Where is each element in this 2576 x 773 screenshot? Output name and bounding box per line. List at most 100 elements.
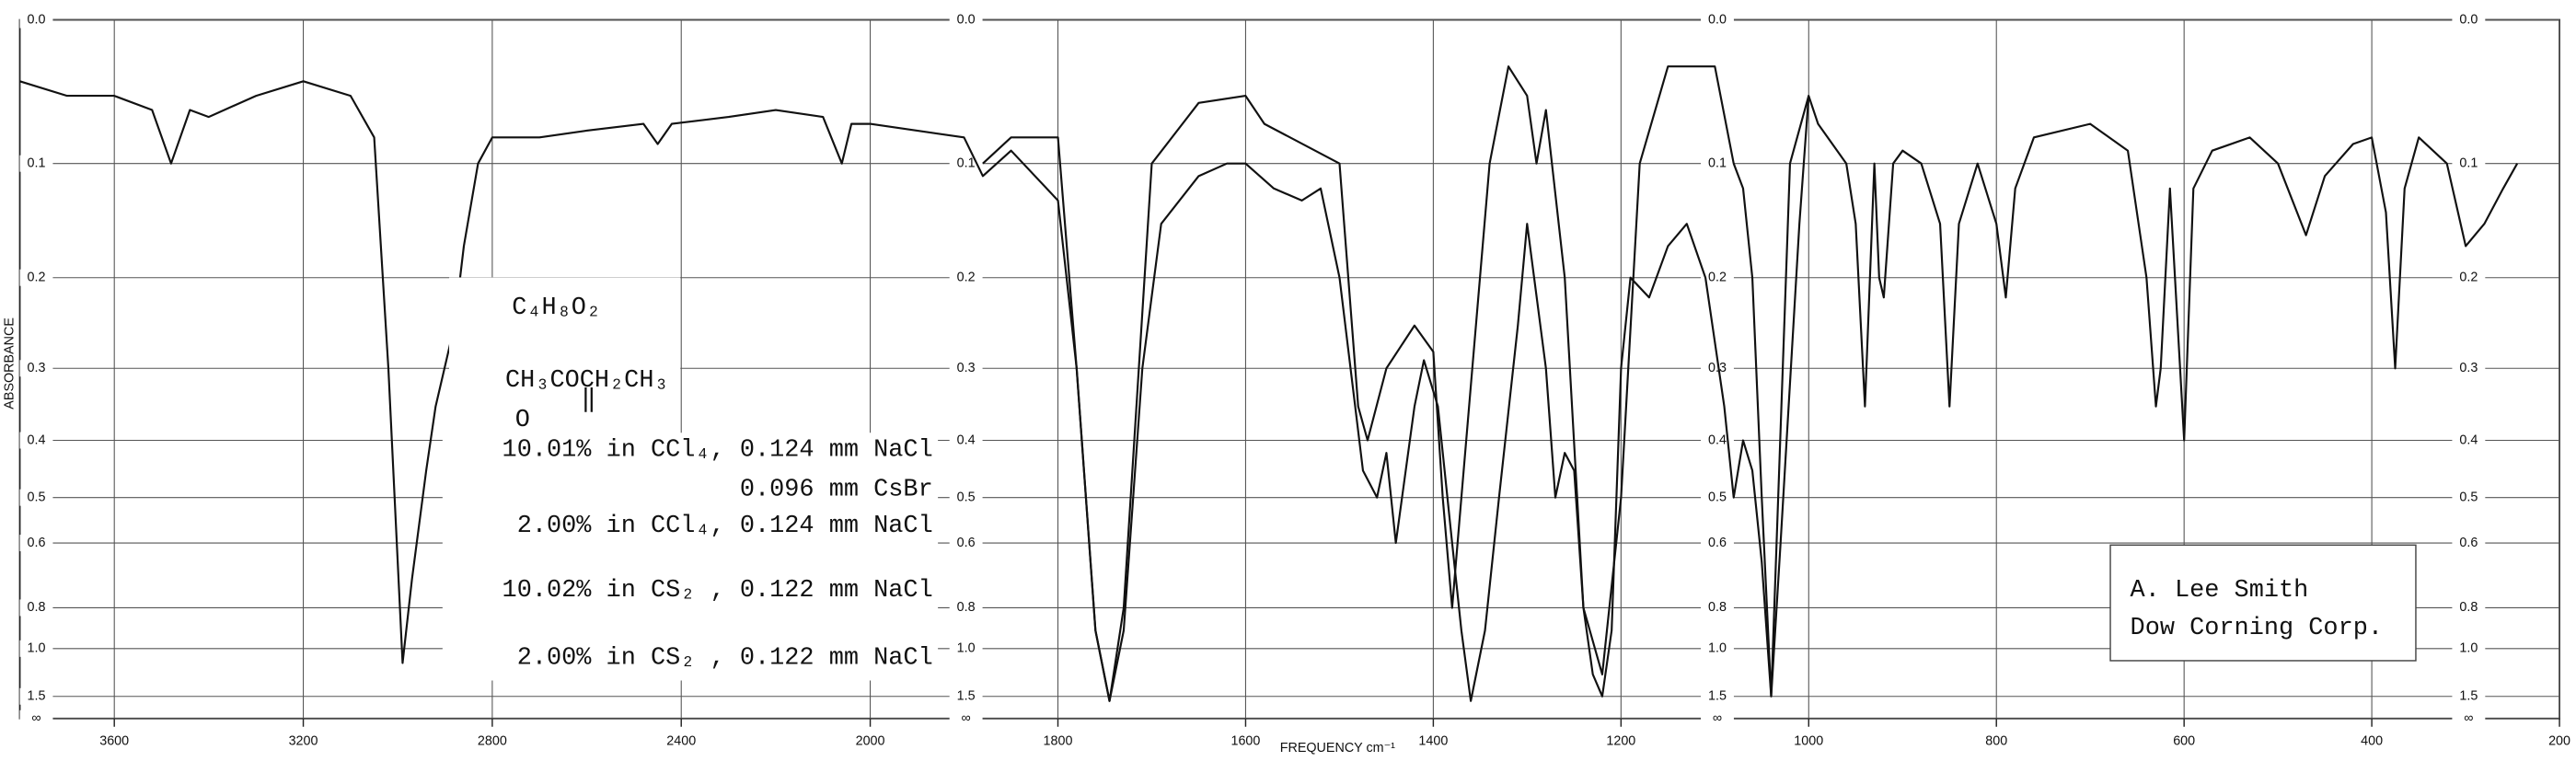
tick-label-bg: [19, 269, 53, 286]
tick-label-bg: [1701, 269, 1734, 286]
y-tick-label: 0.4: [957, 433, 976, 447]
tick-label-bg: [19, 599, 53, 617]
tick-label-bg: [19, 535, 53, 552]
annotations: C₄H₈O₂ CH₃COCH₂CH₃ ‖ O 10.01% in CCl₄, 0…: [442, 277, 2417, 681]
x-tick-label: 1600: [1230, 734, 1260, 749]
y-tick-label: 0.3: [27, 361, 45, 375]
y-tick-label: 1.5: [27, 689, 45, 704]
tick-label-bg: [19, 687, 53, 705]
tick-label-bg: [949, 432, 983, 449]
y-tick-label: 0.0: [1708, 12, 1727, 27]
spectrum-trace: [982, 65, 1810, 702]
traces: [19, 65, 2519, 702]
y-tick-label: 1.0: [957, 641, 976, 656]
tick-label-bg: [949, 710, 983, 727]
y-tick-label: 0.5: [957, 490, 976, 504]
y-tick-label: 0.5: [2459, 490, 2478, 504]
tick-label-bg: [1701, 489, 1734, 506]
tick-label-bg: [949, 535, 983, 552]
y-tick-label: 0.8: [2459, 600, 2478, 615]
tick-label-bg: [19, 155, 53, 172]
y-tick-label: 0.8: [1708, 600, 1727, 615]
x-tick-label: 1400: [1418, 734, 1448, 749]
tick-label-bg: [949, 11, 983, 29]
tick-label-bg: [2452, 640, 2486, 657]
y-axis-label: ABSORBANCE: [3, 317, 17, 410]
tick-label-bg: [19, 710, 53, 727]
y-tick-label: 0.2: [1708, 271, 1727, 285]
y-tick-label: 0.0: [2459, 12, 2478, 27]
x-tick-label: 1800: [1044, 734, 1073, 749]
tick-label-bg: [19, 11, 53, 29]
sample-label: 10.01% in CCl₄, 0.124 mm NaCl: [502, 436, 933, 464]
x-axis-label: FREQUENCY cm⁻¹: [1280, 741, 1395, 756]
sample-label: 2.00% in CS₂ , 0.122 mm NaCl: [517, 644, 933, 672]
y-tick-label: ∞: [1713, 711, 1722, 726]
x-tick-label: 1000: [1794, 734, 1823, 749]
x-tick-label: 2400: [666, 734, 696, 749]
tick-label-bg: [949, 489, 983, 506]
y-tick-label: 0.1: [27, 156, 45, 170]
tick-label-bg: [2452, 432, 2486, 449]
y-tick-label: 1.5: [2459, 689, 2478, 704]
y-tick-label: 0.6: [1708, 536, 1727, 550]
y-tick-label: 0.8: [27, 600, 45, 615]
y-tick-label: 0.2: [27, 271, 45, 285]
y-tick-label: 0.6: [2459, 536, 2478, 550]
x-tick-label: 3200: [289, 734, 318, 749]
x-tick-label: 800: [1985, 734, 2007, 749]
tick-label-bg: [2452, 489, 2486, 506]
y-tick-label: 1.0: [2459, 641, 2478, 656]
label-background: [449, 277, 681, 435]
y-tick-label: 1.0: [1708, 641, 1727, 656]
y-tick-label: 0.1: [1708, 156, 1727, 170]
x-tick-label: 600: [2173, 734, 2195, 749]
tick-label-bg: [2452, 599, 2486, 617]
tick-label-bg: [1701, 710, 1734, 727]
tick-label-bg: [19, 640, 53, 657]
author-affiliation: Dow Corning Corp.: [2131, 615, 2383, 642]
tick-label-bg: [1701, 640, 1734, 657]
y-tick-label: 1.5: [1708, 689, 1727, 704]
double-bond: ‖: [582, 386, 596, 414]
y-tick-label: 1.5: [957, 689, 976, 704]
sample-label: 0.096 mm CsBr: [740, 476, 933, 503]
y-tick-label: 1.0: [27, 641, 45, 656]
y-tick-label: 0.3: [2459, 361, 2478, 375]
tick-label-bg: [949, 640, 983, 657]
tick-label-bg: [949, 687, 983, 705]
y-tick-label: 0.0: [27, 12, 45, 27]
y-tick-label: 0.8: [957, 600, 976, 615]
tick-label-bg: [949, 269, 983, 286]
tick-label-bg: [1701, 360, 1734, 377]
tick-label-bg: [949, 360, 983, 377]
tick-label-bg: [2452, 11, 2486, 29]
tick-label-bg: [1701, 432, 1734, 449]
x-tick-label: 400: [2361, 734, 2383, 749]
tick-label-bg: [2452, 269, 2486, 286]
y-tick-label: 0.2: [957, 271, 976, 285]
y-tick-label: 0.4: [1708, 433, 1727, 447]
tick-label-bg: [1701, 599, 1734, 617]
y-tick-label: 0.4: [27, 433, 45, 447]
formula: C₄H₈O₂: [512, 294, 601, 322]
tick-label-bg: [19, 432, 53, 449]
y-tick-label: 0.1: [957, 156, 976, 170]
y-tick-label: ∞: [31, 711, 40, 726]
x-tick-label: 1200: [1606, 734, 1635, 749]
tick-label-bg: [949, 599, 983, 617]
tick-label-bg: [1701, 535, 1734, 552]
author-name: A. Lee Smith: [2131, 577, 2309, 605]
tick-label-bg: [1701, 11, 1734, 29]
x-tick-label: 2800: [478, 734, 507, 749]
tick-label-bg: [2452, 687, 2486, 705]
y-tick-label: 0.6: [957, 536, 976, 550]
y-tick-label: 0.3: [957, 361, 976, 375]
tick-label-bg: [2452, 155, 2486, 172]
tick-label-bg: [1701, 155, 1734, 172]
tick-label-bg: [2452, 710, 2486, 727]
sample-label: 2.00% in CCl₄, 0.124 mm NaCl: [517, 513, 933, 540]
spectrum-trace: [19, 80, 2519, 702]
y-tick-label: 0.5: [1708, 490, 1727, 504]
